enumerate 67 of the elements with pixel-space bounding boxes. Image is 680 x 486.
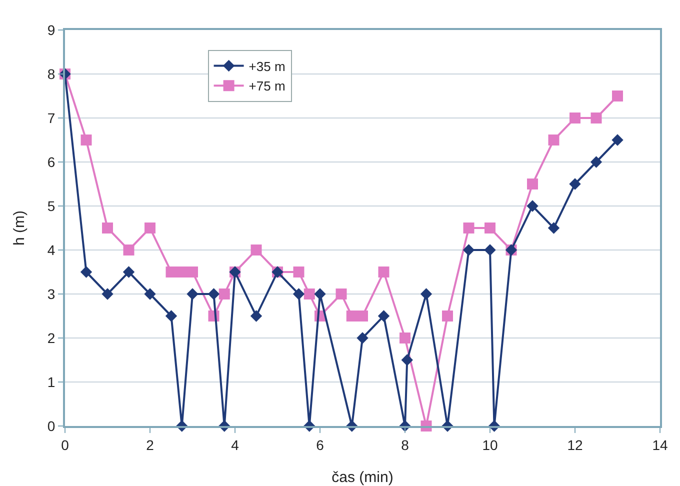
x-tick-label: 12 xyxy=(567,436,583,453)
y-tick-label: 6 xyxy=(47,154,56,170)
point xyxy=(356,332,368,344)
x-tick-label: 0 xyxy=(61,436,70,453)
x-axis-title: čas (min) xyxy=(332,469,394,486)
point xyxy=(420,288,432,300)
point xyxy=(144,288,156,300)
point xyxy=(569,178,581,190)
y-tick-label: 9 xyxy=(47,22,56,38)
point xyxy=(208,288,220,300)
y-axis-title: h (m) xyxy=(11,210,28,246)
point xyxy=(462,244,475,256)
point xyxy=(122,266,135,278)
x-tick-label: 10 xyxy=(482,436,498,453)
point xyxy=(250,310,262,322)
point xyxy=(357,310,368,322)
point xyxy=(442,310,453,322)
point xyxy=(570,112,580,124)
x-tick-label: 14 xyxy=(652,436,668,453)
point xyxy=(336,288,347,300)
point xyxy=(526,200,538,212)
x-tick-label: 2 xyxy=(146,436,154,453)
point xyxy=(590,112,602,124)
x-tick-label: 4 xyxy=(231,436,240,453)
point xyxy=(293,266,304,278)
point xyxy=(80,266,92,278)
point xyxy=(378,266,390,278)
y-tick-label: 1 xyxy=(47,374,56,390)
point xyxy=(527,178,538,190)
point xyxy=(548,222,560,234)
point xyxy=(292,288,305,300)
y-tick-label: 7 xyxy=(47,110,56,126)
point xyxy=(346,310,358,322)
point xyxy=(304,288,315,300)
point xyxy=(612,134,624,146)
point xyxy=(612,90,623,102)
y-tick-label: 4 xyxy=(47,242,56,258)
point xyxy=(80,134,92,146)
point xyxy=(378,310,390,322)
x-tick-label: 6 xyxy=(316,436,324,453)
point xyxy=(218,288,230,300)
point xyxy=(590,156,602,168)
point xyxy=(484,222,496,234)
point xyxy=(401,354,413,366)
point xyxy=(166,266,177,278)
point xyxy=(144,222,156,234)
point xyxy=(102,222,113,234)
point xyxy=(314,288,326,300)
point xyxy=(548,134,560,146)
y-tick-label: 0 xyxy=(47,418,56,434)
point xyxy=(102,288,114,300)
x-tick-label: 8 xyxy=(401,436,410,453)
legend-label: +75 m xyxy=(248,78,286,94)
point xyxy=(123,244,134,256)
point xyxy=(463,222,474,234)
point xyxy=(165,310,178,322)
point xyxy=(400,332,410,344)
point xyxy=(250,244,262,256)
y-tick-label: 2 xyxy=(47,330,56,346)
point xyxy=(176,266,188,278)
point xyxy=(186,288,198,300)
point xyxy=(484,244,496,256)
point xyxy=(187,266,198,278)
y-tick-label: 5 xyxy=(47,198,56,214)
y-tick-label: 3 xyxy=(47,286,56,302)
y-tick-label: 8 xyxy=(47,66,56,82)
legend-label: +35 m xyxy=(248,58,286,74)
